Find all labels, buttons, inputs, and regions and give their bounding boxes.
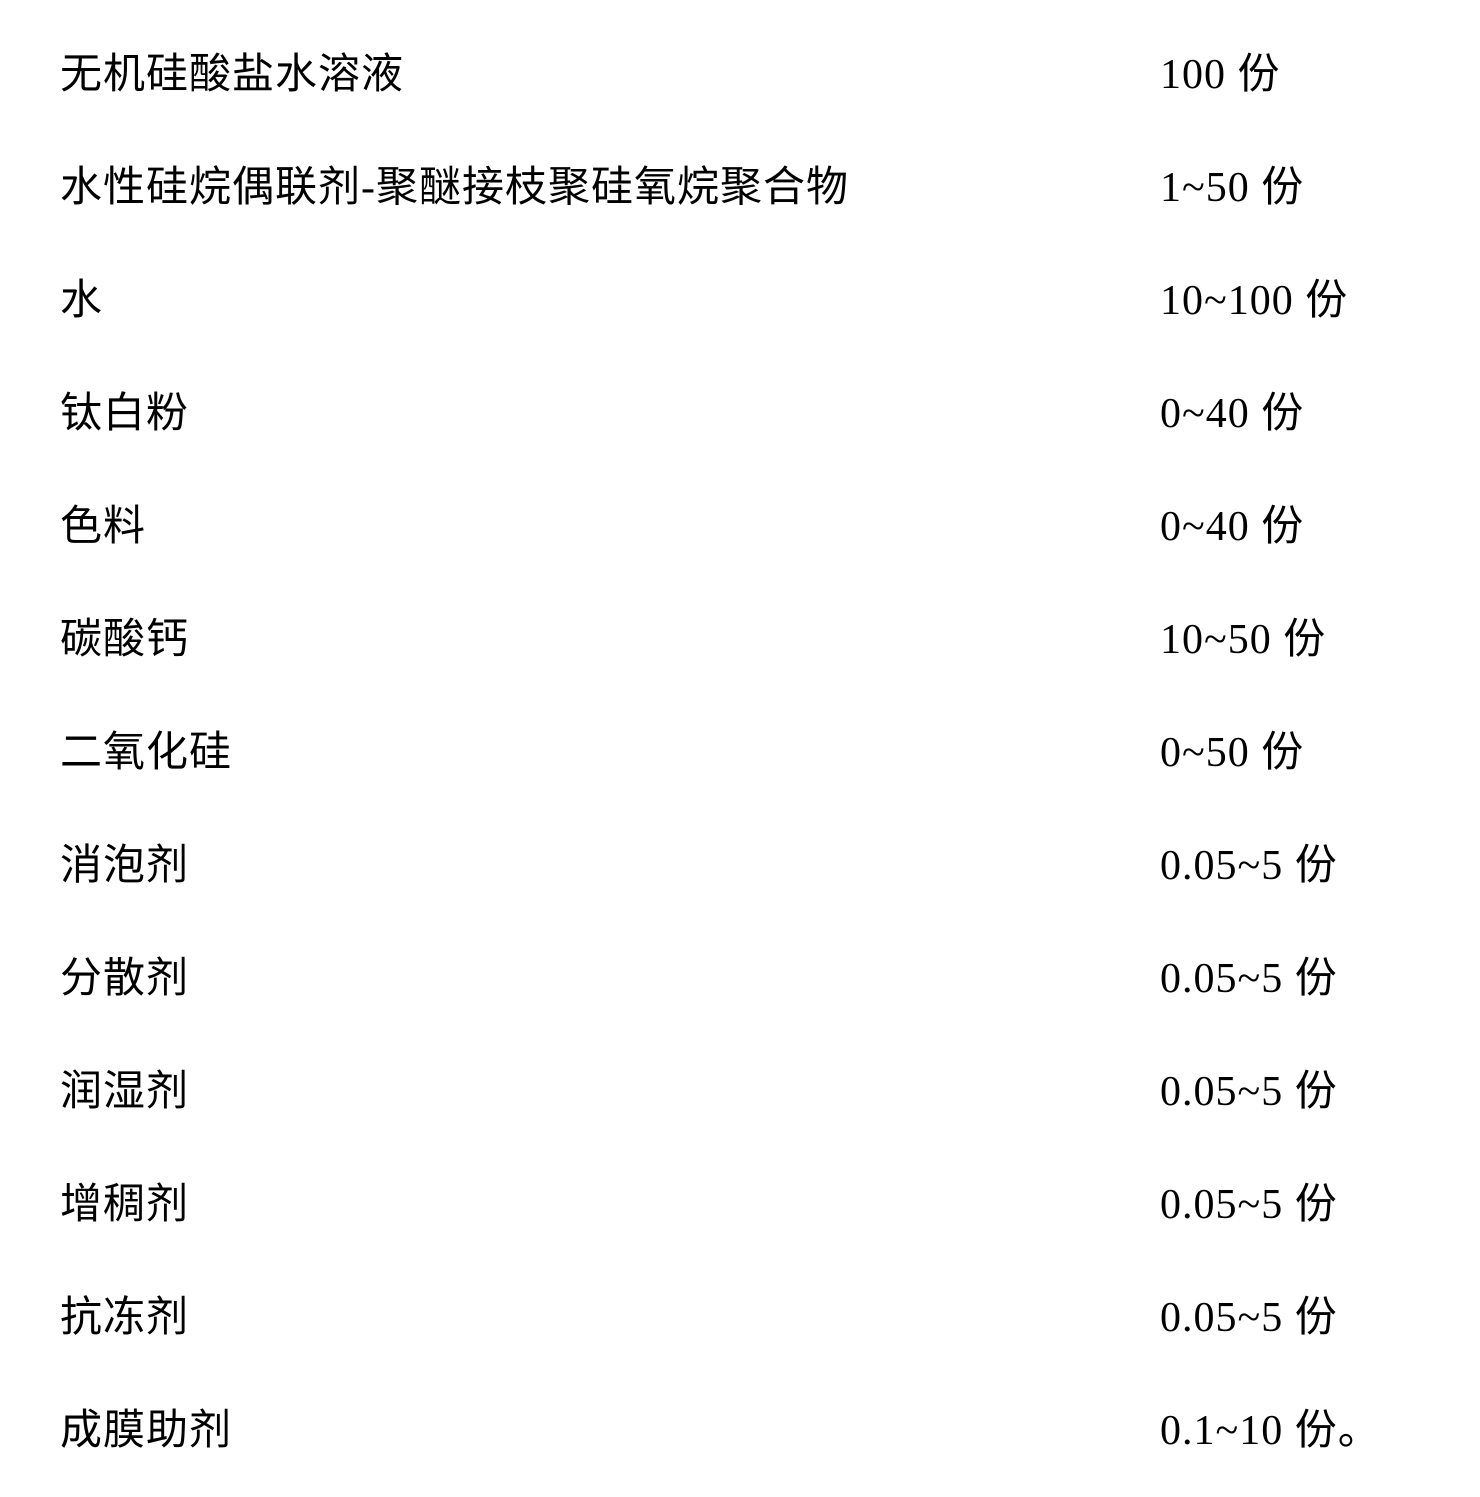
composition-table: 无机硅酸盐水溶液 100 份 水性硅烷偶联剂-聚醚接枝聚硅氧烷聚合物 1~50 …	[60, 40, 1420, 1457]
component-value: 0~40 份	[1160, 492, 1420, 553]
table-row: 分散剂 0.05~5 份	[60, 944, 1420, 1005]
table-row: 水 10~100 份	[60, 266, 1420, 327]
component-label: 润湿剂	[60, 1057, 189, 1118]
component-label: 增稠剂	[60, 1170, 189, 1231]
component-label: 碳酸钙	[60, 605, 189, 666]
component-value: 10~50 份	[1160, 605, 1420, 666]
table-row: 成膜助剂 0.1~10 份。	[60, 1396, 1420, 1457]
component-label: 水性硅烷偶联剂-聚醚接枝聚硅氧烷聚合物	[60, 153, 849, 214]
component-label: 二氧化硅	[60, 718, 232, 779]
table-row: 二氧化硅 0~50 份	[60, 718, 1420, 779]
component-value: 0.05~5 份	[1160, 1170, 1420, 1231]
component-label: 水	[60, 266, 103, 327]
component-label: 成膜助剂	[60, 1396, 232, 1457]
component-value: 0.05~5 份	[1160, 1283, 1420, 1344]
table-row: 增稠剂 0.05~5 份	[60, 1170, 1420, 1231]
table-row: 碳酸钙 10~50 份	[60, 605, 1420, 666]
component-value: 0~50 份	[1160, 718, 1420, 779]
table-row: 消泡剂 0.05~5 份	[60, 831, 1420, 892]
component-value: 1~50 份	[1160, 153, 1420, 214]
component-value: 0~40 份	[1160, 379, 1420, 440]
table-row: 钛白粉 0~40 份	[60, 379, 1420, 440]
component-label: 色料	[60, 492, 146, 553]
component-value: 0.05~5 份	[1160, 831, 1420, 892]
component-label: 钛白粉	[60, 379, 189, 440]
component-label: 抗冻剂	[60, 1283, 189, 1344]
component-value: 100 份	[1160, 40, 1420, 101]
table-row: 色料 0~40 份	[60, 492, 1420, 553]
table-row: 水性硅烷偶联剂-聚醚接枝聚硅氧烷聚合物 1~50 份	[60, 153, 1420, 214]
table-row: 抗冻剂 0.05~5 份	[60, 1283, 1420, 1344]
component-value: 0.05~5 份	[1160, 944, 1420, 1005]
component-value: 0.05~5 份	[1160, 1057, 1420, 1118]
component-label: 消泡剂	[60, 831, 189, 892]
component-label: 无机硅酸盐水溶液	[60, 40, 404, 101]
table-row: 润湿剂 0.05~5 份	[60, 1057, 1420, 1118]
component-value: 10~100 份	[1160, 266, 1420, 327]
component-label: 分散剂	[60, 944, 189, 1005]
component-value: 0.1~10 份。	[1160, 1396, 1420, 1457]
table-row: 无机硅酸盐水溶液 100 份	[60, 40, 1420, 101]
